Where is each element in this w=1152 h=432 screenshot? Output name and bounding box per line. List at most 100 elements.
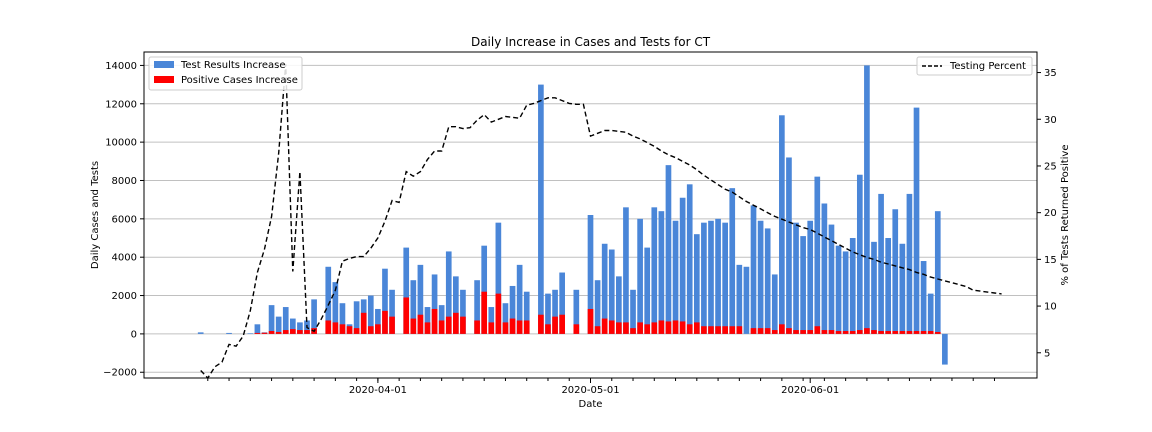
positive-cases-bars	[254, 291, 941, 334]
positive-cases-bar	[410, 318, 417, 334]
test-results-bar	[538, 84, 544, 334]
legend-left-box	[148, 56, 303, 91]
positive-cases-bar	[403, 297, 410, 334]
test-results-bar	[197, 332, 204, 334]
positive-cases-bar	[771, 330, 778, 334]
test-results-bar	[275, 316, 282, 334]
test-results-bar	[509, 285, 516, 334]
test-results-bar	[743, 266, 750, 334]
positive-cases-bar	[502, 322, 509, 334]
positive-cases-bar	[608, 320, 615, 334]
positive-cases-bar	[729, 326, 736, 334]
test-results-bar	[247, 333, 254, 334]
positive-cases-bar	[736, 326, 743, 334]
test-results-bar	[545, 293, 551, 334]
test-results-bar	[289, 318, 296, 334]
y-tick-label: 6000	[112, 214, 137, 225]
test-results-bar	[913, 107, 920, 334]
test-results-bar	[708, 220, 714, 334]
test-results-bar	[460, 289, 466, 334]
positive-cases-bar	[438, 320, 445, 334]
positive-cases-bar	[828, 330, 835, 334]
positive-cases-bar	[672, 320, 679, 334]
y2-tick-label: 20	[1044, 208, 1057, 219]
positive-cases-bar	[899, 331, 906, 334]
test-results-bar	[453, 276, 459, 334]
positive-cases-bar	[594, 326, 601, 334]
positive-cases-bar	[786, 328, 792, 334]
test-results-bar	[885, 238, 892, 334]
test-results-bar	[268, 305, 275, 334]
positive-cases-bar	[304, 330, 310, 334]
positive-cases-bar	[701, 326, 707, 334]
positive-cases-bar	[495, 293, 502, 334]
test-results-bar	[488, 307, 495, 334]
positive-cases-bar	[842, 331, 849, 334]
x-tick-label: 2020-05-01	[561, 385, 619, 396]
test-results-bar	[771, 274, 778, 334]
test-results-bar	[332, 282, 339, 334]
positive-cases-bar	[906, 331, 913, 334]
y2-tick-label: 30	[1044, 115, 1057, 126]
positive-cases-bar	[545, 324, 551, 334]
positive-cases-bar	[417, 314, 424, 334]
legend-swatch-positive-cases	[154, 76, 174, 83]
test-results-bar	[608, 249, 615, 334]
testing-percent-line	[200, 64, 1002, 380]
test-results-bar	[651, 207, 658, 334]
positive-cases-bar	[764, 328, 771, 334]
positive-cases-bar	[630, 328, 636, 334]
test-results-bar	[637, 218, 643, 334]
test-results-bar	[807, 220, 814, 334]
test-results-bar	[445, 251, 452, 334]
positive-cases-bar	[382, 310, 388, 334]
positive-cases-bar	[289, 329, 296, 334]
test-results-bar	[438, 305, 445, 334]
test-results-bar	[382, 268, 388, 334]
chart-title: Daily Increase in Cases and Tests for CT	[471, 35, 711, 49]
test-results-bar	[594, 280, 601, 334]
y-tick-label: 10000	[105, 138, 137, 149]
y2-tick-label: 10	[1044, 302, 1057, 313]
test-results-bar	[864, 65, 870, 334]
test-results-bar	[367, 295, 374, 334]
test-results-bar	[339, 303, 346, 334]
positive-cases-bar	[346, 326, 353, 334]
positive-cases-bar	[275, 331, 282, 334]
y2-axis-title: % of Tests Returned Positive	[1060, 145, 1071, 286]
positive-cases-bar	[559, 314, 565, 334]
positive-cases-bar	[616, 322, 622, 334]
positive-cases-bar	[679, 321, 686, 334]
test-results-bar	[325, 266, 332, 334]
positive-cases-bar	[367, 326, 374, 334]
test-results-bar	[849, 238, 856, 334]
test-results-bar	[878, 193, 884, 334]
test-results-bar	[665, 165, 672, 334]
y2-tick-label: 35	[1044, 68, 1057, 79]
test-results-bar	[559, 272, 565, 334]
test-results-bar	[828, 224, 835, 334]
test-results-bar	[679, 197, 686, 334]
positive-cases-bar	[686, 324, 693, 334]
positive-cases-bar	[488, 322, 495, 334]
test-results-bar	[729, 188, 736, 334]
test-results-bar	[786, 157, 792, 334]
positive-cases-bar	[693, 322, 700, 334]
test-results-bar	[821, 203, 828, 334]
test-results-bar	[282, 307, 289, 334]
test-results-bar	[757, 220, 764, 334]
positive-cases-bar	[375, 324, 381, 334]
x-tick-label: 2020-06-01	[781, 385, 839, 396]
test-results-bar	[892, 209, 899, 334]
test-results-bar	[644, 247, 651, 334]
test-results-bar	[856, 174, 863, 334]
positive-cases-bar	[757, 328, 764, 334]
positive-cases-bar	[453, 312, 459, 334]
test-results-bar	[693, 234, 700, 334]
positive-cases-bar	[360, 312, 367, 334]
legend-swatch-test-results	[154, 61, 174, 68]
test-results-bar	[495, 222, 502, 334]
positive-cases-bar	[268, 331, 275, 334]
test-results-bar	[672, 220, 679, 334]
positive-cases-bar	[856, 330, 863, 334]
